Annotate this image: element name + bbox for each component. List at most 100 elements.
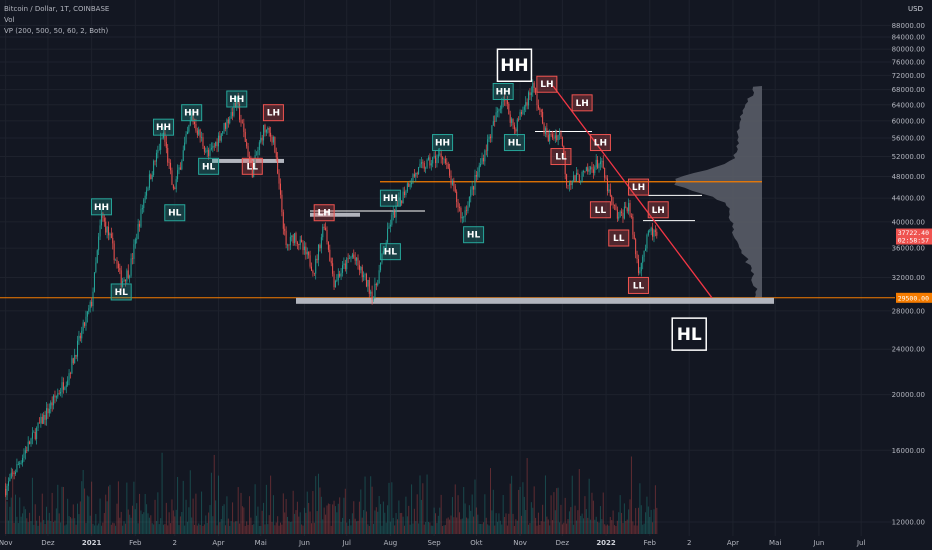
volume-bar xyxy=(337,503,339,534)
volume-bar xyxy=(480,524,482,534)
volume-bar xyxy=(144,494,146,534)
candle-body xyxy=(552,134,554,138)
candle-body xyxy=(435,155,437,164)
volume-bar xyxy=(232,502,234,534)
candle-body xyxy=(481,157,483,165)
volume-bar xyxy=(566,523,568,534)
volume-bar xyxy=(443,525,445,534)
volume-bar xyxy=(578,469,580,534)
candle-body xyxy=(418,167,420,175)
candle-body xyxy=(505,100,507,101)
candle-body xyxy=(354,257,356,261)
volume-bar xyxy=(404,525,406,534)
volume-bar xyxy=(162,524,164,534)
candle-body xyxy=(628,203,630,212)
volume-bar xyxy=(272,495,274,534)
volume-bar xyxy=(354,518,356,534)
chart-legend: Bitcoin / Dollar, 1T, COINBASE Vol VP (2… xyxy=(4,4,109,37)
candle-body xyxy=(392,211,394,215)
candle-body xyxy=(36,427,38,440)
candle-body xyxy=(34,431,36,440)
volume-bar xyxy=(5,476,7,534)
volume-bar xyxy=(554,510,556,534)
volume-bar xyxy=(606,524,608,534)
candle-body xyxy=(225,123,227,129)
candle-body xyxy=(590,167,592,170)
volume-bar xyxy=(544,475,546,534)
volume-bar xyxy=(285,499,287,534)
volume-bar xyxy=(547,519,549,534)
swing-box xyxy=(627,276,649,294)
volume-bar xyxy=(150,515,152,534)
candle-body xyxy=(398,197,400,206)
candle-body xyxy=(55,396,57,398)
candle-body xyxy=(370,291,372,294)
candle-body xyxy=(12,472,14,474)
candle-body xyxy=(609,189,611,196)
candle-body xyxy=(608,189,610,192)
candle-body xyxy=(60,391,62,394)
candle-body xyxy=(155,152,157,162)
volume-bar xyxy=(219,522,221,534)
candle-body xyxy=(340,272,342,277)
volume-bar xyxy=(585,509,587,534)
volume-bar xyxy=(357,520,359,534)
candle-body xyxy=(43,414,45,424)
swing-label: HH xyxy=(383,194,398,204)
support-price-value: 29500.00 xyxy=(898,294,929,302)
candle-body xyxy=(412,174,414,183)
downtrend-line xyxy=(552,85,713,299)
volume-indicator-title[interactable]: Vol xyxy=(4,16,15,24)
candle-body xyxy=(79,335,81,339)
volume-bar xyxy=(178,525,180,534)
time-axis[interactable]: Nov Dez 2021 Feb 2 Apr Mai Jun Jul Aug Sep Okt Nov De… xyxy=(0,539,865,547)
candle-body xyxy=(174,188,176,190)
volume-bar xyxy=(140,510,142,534)
volume-bar xyxy=(475,507,477,534)
candle-body xyxy=(146,190,148,196)
volume-bar xyxy=(587,517,589,534)
volume-bar xyxy=(103,512,105,534)
candle-body xyxy=(69,373,71,374)
volume-bar xyxy=(64,525,66,534)
volume-bar xyxy=(164,524,166,534)
big-swing-label: HH xyxy=(500,56,528,76)
candle-body xyxy=(637,259,639,273)
price-axis[interactable]: 88000.00 84000.00 80000.00 76000.00 72000.00… xyxy=(892,22,932,527)
big-swing-label: HL xyxy=(677,325,702,345)
volume-bar xyxy=(99,498,101,534)
time-tick-label: Apr xyxy=(727,539,739,547)
swing-label: HL xyxy=(508,139,522,149)
candle-body xyxy=(100,213,102,226)
currency-unit[interactable]: USD xyxy=(908,5,923,13)
volume-bar xyxy=(512,513,514,534)
candle-body xyxy=(223,123,225,132)
volume-bar xyxy=(267,524,269,534)
candle-body xyxy=(320,237,322,249)
candle-body xyxy=(520,112,522,114)
candle-body xyxy=(574,175,576,182)
swing-label: LL xyxy=(247,162,259,172)
volume-bar xyxy=(133,481,135,534)
volume-bar xyxy=(450,515,452,534)
volume-bar xyxy=(296,501,298,534)
candle-body xyxy=(581,171,583,182)
volume-bar xyxy=(590,519,592,534)
candle-body xyxy=(209,149,211,156)
volume-bar xyxy=(116,503,118,534)
candle-body xyxy=(587,167,589,172)
volume-bar xyxy=(535,517,537,534)
volume-profile-title[interactable]: VP (200, 500, 50, 60, 2, Both) xyxy=(4,27,109,35)
swing-box xyxy=(608,229,630,247)
volume-bar xyxy=(537,512,539,534)
symbol-title[interactable]: Bitcoin / Dollar, 1T, COINBASE xyxy=(4,5,110,13)
candle-body xyxy=(583,171,585,172)
candle-body xyxy=(456,191,458,202)
volume-bar xyxy=(271,521,273,534)
candle-body xyxy=(334,280,336,288)
volume-bar xyxy=(50,520,52,534)
volume-bar xyxy=(320,496,322,534)
candle-body xyxy=(616,209,618,219)
volume-bar xyxy=(54,520,56,534)
